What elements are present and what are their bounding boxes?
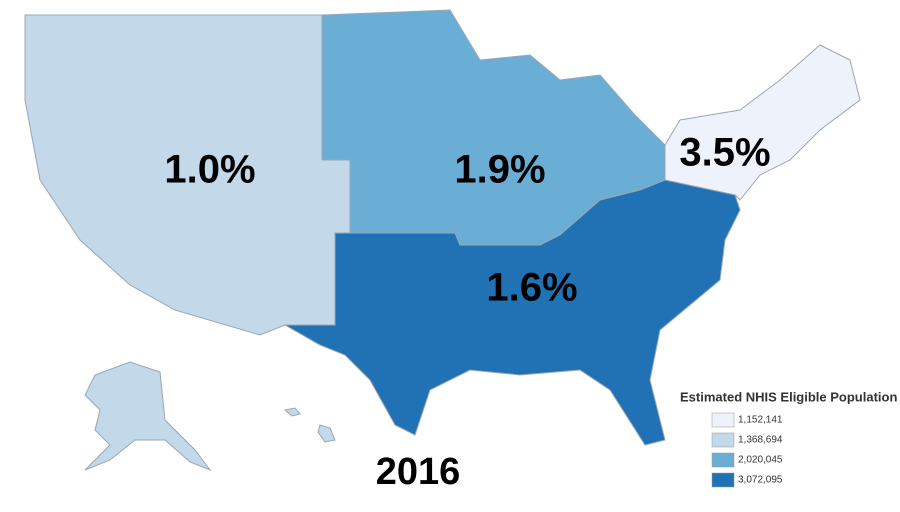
legend-label: 3,072,095 bbox=[738, 475, 783, 486]
legend-label: 1,152,141 bbox=[738, 415, 783, 426]
legend-title: Estimated NHIS Eligible Population bbox=[680, 389, 897, 404]
region-label: 1.9% bbox=[454, 148, 545, 192]
region-label: 1.6% bbox=[486, 266, 577, 310]
region-label: 1.0% bbox=[164, 148, 255, 192]
legend-swatch bbox=[711, 472, 735, 488]
year: 2016 bbox=[376, 451, 461, 493]
legend-swatch bbox=[711, 452, 735, 468]
region-northeast bbox=[664, 44, 861, 201]
legend-label: 1,368,694 bbox=[738, 435, 783, 446]
region-label: 3.5% bbox=[679, 131, 770, 175]
legend-label: 2,020,045 bbox=[738, 455, 783, 466]
legend-swatch bbox=[711, 412, 735, 428]
legend: Estimated NHIS Eligible Population 1,152… bbox=[680, 389, 897, 488]
hawaii bbox=[317, 424, 336, 443]
alaska bbox=[84, 361, 212, 472]
region-south bbox=[283, 179, 741, 446]
legend-swatch bbox=[711, 432, 735, 448]
hawaii bbox=[283, 407, 301, 417]
